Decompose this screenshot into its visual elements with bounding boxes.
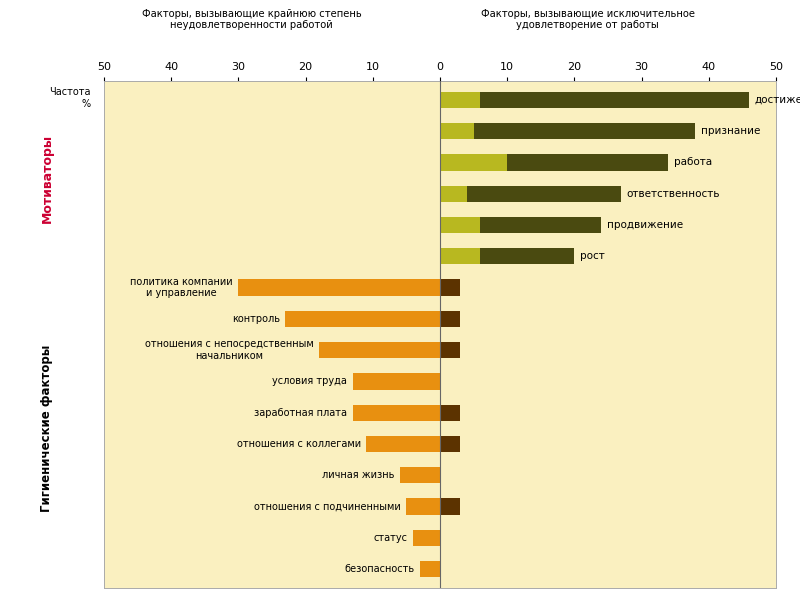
Bar <box>420 561 440 577</box>
Text: контроль: контроль <box>232 314 280 324</box>
Bar <box>440 311 460 327</box>
Bar <box>507 154 669 170</box>
Text: продвижение: продвижение <box>606 220 682 230</box>
Text: ITMO UNIVERSITY: ITMO UNIVERSITY <box>80 28 246 46</box>
Bar <box>480 217 602 233</box>
Bar <box>286 311 440 327</box>
Text: достижение: достижение <box>754 95 800 105</box>
Bar <box>238 280 440 296</box>
Text: безопасность: безопасность <box>344 564 414 574</box>
Text: рост: рост <box>580 251 605 261</box>
Bar <box>353 404 440 421</box>
Bar <box>400 467 440 484</box>
Bar <box>366 436 440 452</box>
Text: отношения с подчиненными: отношения с подчиненными <box>254 502 401 512</box>
Text: политика компании
и управление: политика компании и управление <box>130 277 233 298</box>
Text: Мотиваторы: Мотиваторы <box>40 133 54 223</box>
Text: Личная эффективность и управление
временем: Личная эффективность и управление времен… <box>525 23 776 52</box>
Bar <box>440 154 507 170</box>
Bar <box>440 217 480 233</box>
Bar <box>319 342 440 358</box>
Bar <box>440 92 480 108</box>
Bar <box>474 123 695 139</box>
Bar <box>480 92 749 108</box>
Bar <box>467 185 622 202</box>
Text: отношения с коллегами: отношения с коллегами <box>237 439 361 449</box>
Bar <box>440 436 460 452</box>
Text: заработная плата: заработная плата <box>254 408 347 418</box>
Text: Частота
%: Частота % <box>49 87 90 109</box>
Bar <box>353 373 440 389</box>
Bar <box>440 248 480 265</box>
Bar <box>440 185 467 202</box>
Text: статус: статус <box>374 533 408 543</box>
Text: признание: признание <box>701 126 760 136</box>
Bar <box>480 248 574 265</box>
Text: Гигиенические факторы: Гигиенические факторы <box>40 345 54 512</box>
Bar <box>440 404 460 421</box>
Text: условия труда: условия труда <box>272 376 347 386</box>
Bar <box>413 530 440 546</box>
Bar <box>406 499 440 515</box>
Text: ответственность: ответственность <box>627 188 720 199</box>
Text: личная жизнь: личная жизнь <box>322 470 394 481</box>
Bar <box>440 499 460 515</box>
Bar <box>440 342 460 358</box>
Bar <box>440 280 460 296</box>
Text: Факторы, вызывающие исключительное
удовлетворение от работы: Факторы, вызывающие исключительное удовл… <box>481 8 695 30</box>
Text: отношения с непосредственным
начальником: отношения с непосредственным начальником <box>145 340 314 361</box>
Text: Факторы, вызывающие крайнюю степень
неудовлетворенности работой: Факторы, вызывающие крайнюю степень неуд… <box>142 8 362 30</box>
Bar <box>440 123 474 139</box>
Text: работа: работа <box>674 157 712 167</box>
